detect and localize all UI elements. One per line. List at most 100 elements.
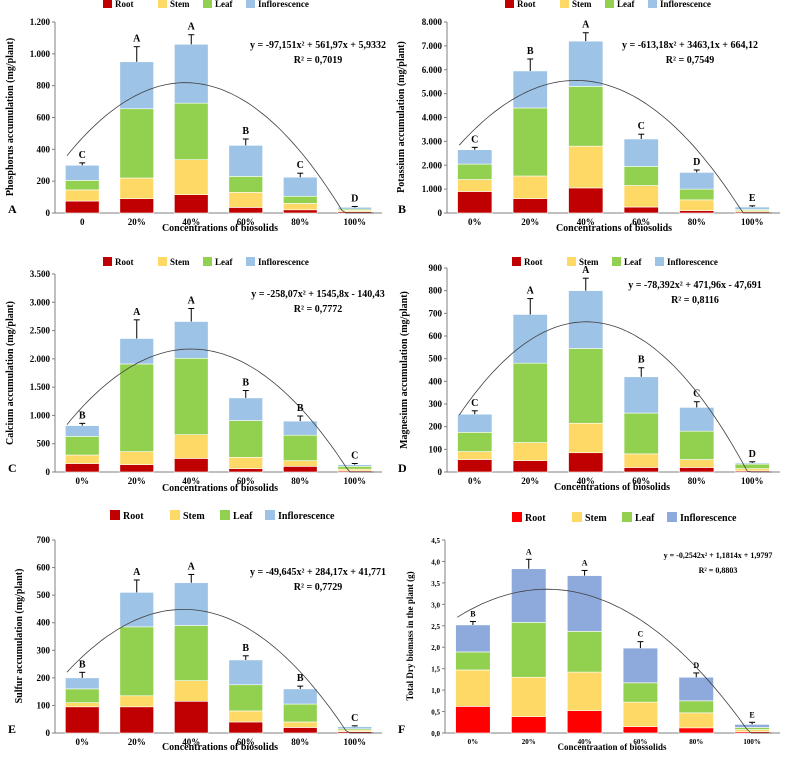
significance-letter: B (79, 659, 86, 670)
chart-panel-a: 0 200 400 600 800 1.000 1.200 C 0 A 20% A 40% B 60% C 80… (5, 0, 386, 234)
bar-root-4 (283, 466, 318, 473)
x-tick-label: 60% (632, 476, 650, 486)
x-tick-label: 20% (128, 737, 146, 747)
x-tick-label: 80% (688, 476, 706, 486)
bar-root-1 (511, 716, 547, 734)
legend-label-stem: Stem (579, 257, 599, 267)
x-tick-label: 20% (128, 217, 146, 227)
legend-label-root: Root (115, 257, 134, 267)
significance-letter: D (693, 661, 699, 670)
legend-label-inflorescence: Inflorescence (667, 257, 718, 267)
y-tick-label: 900 (429, 263, 443, 273)
legend-swatch-stem (158, 257, 167, 266)
y-axis-title: Calcium accumulation (mg/plant) (5, 301, 16, 445)
bar-stem-2 (174, 159, 209, 195)
significance-letter: A (526, 547, 532, 556)
y-tick-label: 200 (37, 176, 51, 186)
y-tick-label: 2.500 (30, 326, 51, 336)
bar-stem-3 (623, 185, 659, 208)
legend-swatch-inflorescence (246, 0, 255, 8)
legend-label-leaf: Leaf (617, 0, 635, 9)
significance-letter: A (582, 265, 590, 276)
significance-letter: D (351, 193, 358, 204)
bar-leaf-1 (119, 363, 154, 452)
bar-inflorescence-0 (65, 677, 100, 690)
bar-stem-2 (566, 671, 603, 711)
bar-inflorescence-3 (622, 647, 659, 684)
bar-inflorescence-5 (734, 462, 770, 465)
r-squared-label: R² = 0,7019 (294, 55, 342, 66)
trend-equation: y = -78,392x² + 471,96x - 47,691 (628, 280, 762, 291)
chart-panel-b: 0 1.000 2.000 3.000 4.000 5.000 6.000 7.000 8.00… (396, 0, 780, 234)
x-axis-title: Concentraation of biossolids (557, 742, 667, 752)
bar-inflorescence-2 (568, 290, 604, 349)
x-tick-label: 0 (80, 217, 85, 227)
panel-label: A (8, 202, 17, 216)
significance-letter: D (749, 449, 756, 460)
trend-equation: y = -97,151x² + 561,97x + 5,9332 (250, 40, 386, 51)
bar-inflorescence-5 (337, 464, 372, 467)
significance-letter: B (638, 355, 645, 366)
bar-stem-1 (119, 451, 154, 465)
bar-stem-3 (623, 453, 659, 468)
bar-inflorescence-1 (512, 314, 548, 364)
x-axis-title: Concentrations of biosolids (162, 223, 278, 234)
x-tick-label: 40% (182, 476, 200, 486)
bar-root-2 (174, 700, 209, 734)
trend-line (66, 609, 374, 734)
bar-inflorescence-5 (734, 724, 770, 728)
bar-inflorescence-4 (679, 172, 715, 190)
bar-inflorescence-2 (566, 575, 603, 632)
legend-swatch-inflorescence (648, 0, 657, 8)
y-tick-label: 3.000 (30, 297, 51, 307)
bar-leaf-2 (174, 625, 209, 681)
legend-swatch-stem (560, 0, 569, 8)
bar-inflorescence-1 (512, 70, 548, 109)
x-tick-label: 100% (344, 737, 367, 747)
bar-root-4 (283, 209, 318, 214)
legend-swatch-root (512, 512, 522, 522)
significance-letter: B (242, 378, 249, 389)
legend-swatch-leaf (203, 0, 212, 8)
bar-root-2 (174, 458, 209, 473)
y-tick-label: 0 (438, 467, 443, 477)
x-tick-label: 60% (633, 738, 647, 746)
y-tick-label: 500 (37, 439, 51, 449)
panel-label: C (8, 461, 17, 475)
legend-swatch-stem (567, 257, 576, 266)
legend-swatch-stem (170, 510, 180, 520)
bar-stem-1 (119, 177, 154, 199)
trend-equation: y = -258,07x² + 1545,8x - 140,43 (251, 289, 385, 300)
bar-leaf-5 (734, 727, 770, 730)
legend-label-stem: Stem (572, 0, 592, 9)
y-tick-label: 600 (37, 113, 51, 123)
bar-leaf-0 (457, 163, 493, 180)
bar-inflorescence-3 (228, 145, 263, 177)
x-tick-label: 0% (76, 476, 90, 486)
bar-root-0 (65, 463, 100, 473)
bar-leaf-3 (623, 412, 659, 455)
legend-label-inflorescence: Inflorescence (258, 0, 309, 9)
legend-label-inflorescence: Inflorescence (680, 513, 737, 524)
y-tick-label: 4,5 (431, 537, 440, 545)
bar-root-2 (174, 194, 209, 214)
y-tick-label: 8.000 (422, 17, 443, 27)
y-tick-label: 0 (46, 467, 51, 477)
legend-swatch-stem (158, 0, 167, 8)
y-tick-label: 0,0 (431, 730, 440, 738)
x-tick-label: 100% (344, 476, 367, 486)
y-tick-label: 800 (429, 286, 443, 296)
bar-stem-3 (228, 710, 263, 723)
legend-swatch-root (103, 257, 112, 266)
bar-inflorescence-2 (568, 40, 604, 87)
legend-label-leaf: Leaf (233, 511, 253, 522)
significance-letter: C (471, 398, 478, 409)
bar-inflorescence-4 (283, 420, 318, 436)
bar-inflorescence-0 (457, 149, 493, 165)
bar-inflorescence-5 (337, 726, 372, 730)
bar-leaf-4 (283, 434, 318, 461)
y-tick-label: 0,5 (431, 709, 440, 717)
bar-root-1 (119, 464, 154, 473)
bar-stem-1 (119, 695, 154, 708)
trend-equation: y = -0,2542x² + 1,1814x + 1,9797 (664, 551, 773, 560)
